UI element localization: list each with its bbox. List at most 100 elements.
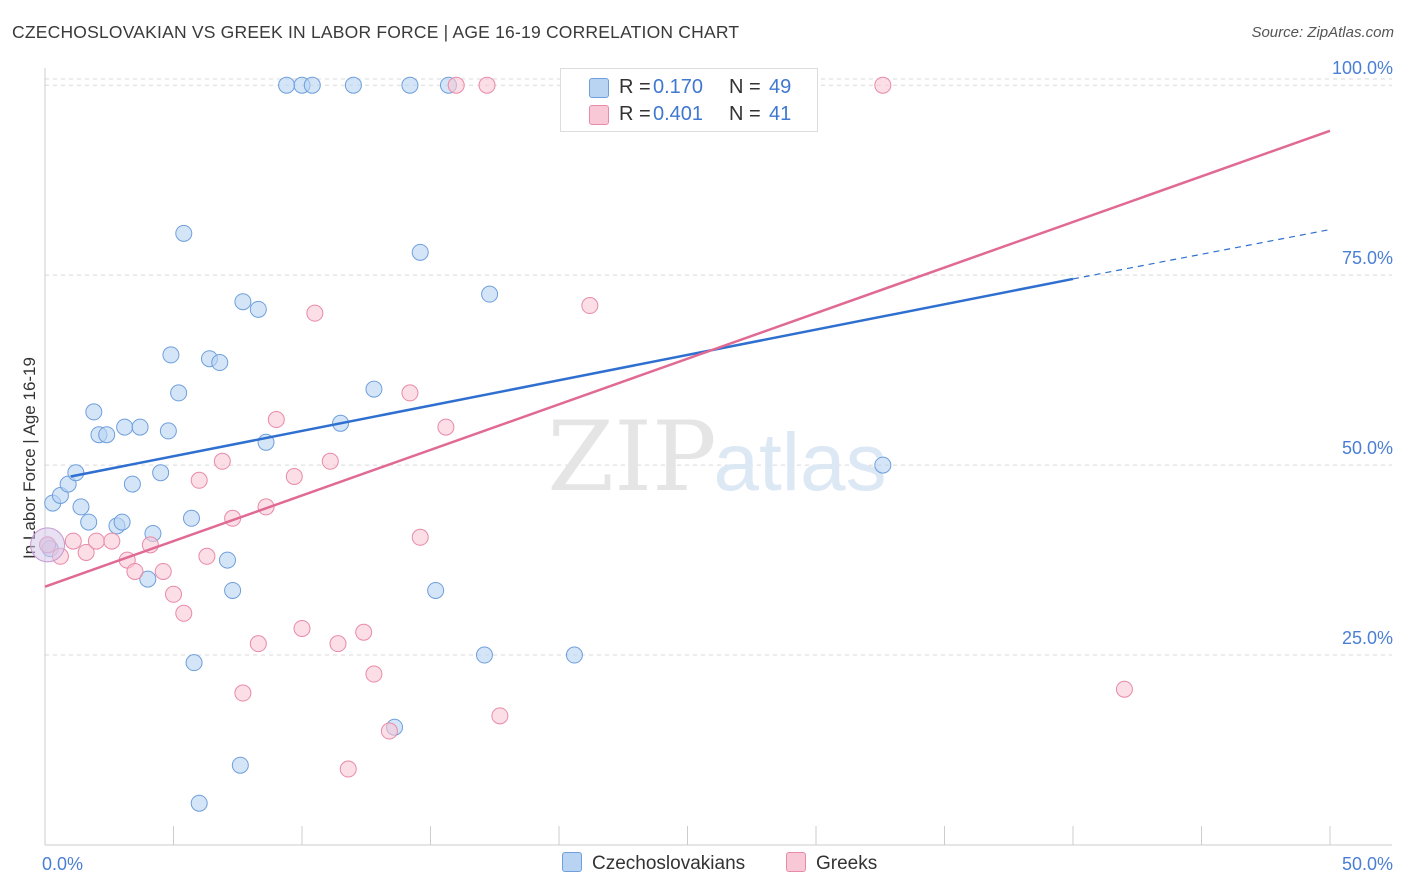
trendline-layer [44, 129, 1331, 588]
greek-point [491, 707, 509, 725]
greek-point [175, 604, 193, 622]
y-tick-label: 100.0% [1332, 58, 1393, 78]
czechoslovakian-point [211, 354, 229, 372]
czechoslovakian-point [152, 464, 170, 482]
x-tick-label-max: 50.0% [1342, 854, 1393, 874]
czechoslovakian-point [475, 646, 493, 664]
czechoslovakian-point [113, 513, 131, 531]
czechoslovakian-point [116, 418, 134, 436]
r-label: R = [619, 103, 651, 125]
legend-row-czechoslovakians: R = 0.170 N = 49 [561, 73, 817, 101]
czechoslovakian-point [401, 76, 419, 94]
r-value: 0.170 [653, 76, 704, 98]
czechoslovakians-trendline-extension [1072, 228, 1331, 280]
greek-point [77, 543, 95, 561]
czechoslovakian-point [278, 76, 296, 94]
czechoslovakian-point [231, 756, 249, 774]
greek-point [198, 547, 216, 565]
czechoslovakian-point [249, 300, 267, 318]
greek-point [190, 471, 208, 489]
czechoslovakian-point [481, 285, 499, 303]
czechoslovakian-point [98, 426, 116, 444]
greek-point [285, 467, 303, 485]
greeks-swatch [589, 105, 609, 125]
n-label: N = [729, 76, 761, 98]
r-value: 0.401 [653, 103, 704, 125]
chart-title: CZECHOSLOVAKIAN VS GREEK IN LABOR FORCE … [12, 22, 740, 42]
y-tick-label: 50.0% [1342, 438, 1393, 458]
legend-row-greeks: R = 0.401 N = 41 [561, 100, 817, 128]
greeks-legend-label: Greeks [816, 853, 878, 874]
czechoslovakians-trendline [70, 277, 1074, 478]
czechoslovakian-point [175, 224, 193, 242]
czechoslovakian-point [67, 464, 85, 482]
n-value: 41 [769, 103, 792, 125]
greek-point [447, 76, 465, 94]
czechoslovakians-swatch [589, 78, 609, 98]
czechoslovakian-point [170, 384, 188, 402]
greek-point [401, 384, 419, 402]
greek-point [874, 76, 892, 94]
greek-point [411, 528, 429, 546]
czechoslovakian-point [303, 76, 321, 94]
czechoslovakian-point [85, 403, 103, 421]
greek-point [306, 304, 324, 322]
czechoslovakian-point [224, 581, 242, 599]
greek-point [581, 297, 599, 315]
czechoslovakian-point [182, 509, 200, 527]
greek-point [234, 684, 252, 702]
czechoslovakian-point [874, 456, 892, 474]
y-tick-label: 25.0% [1342, 628, 1393, 648]
czechoslovakian-point [72, 498, 90, 516]
greek-point [339, 760, 357, 778]
greek-point [126, 562, 144, 580]
points-layer [30, 76, 1133, 812]
greeks-legend-swatch [786, 852, 806, 872]
czechoslovakians-legend-label: Czechoslovakians [592, 853, 746, 874]
greek-point [1115, 680, 1133, 698]
czechoslovakian-point [162, 346, 180, 364]
watermark: ZIP atlas [547, 401, 886, 513]
greek-point [87, 532, 105, 550]
greek-point [154, 562, 172, 580]
bottom-legend-greeks: Greeks [786, 852, 877, 875]
greek-point [165, 585, 182, 603]
n-value: 49 [769, 76, 792, 98]
czechoslovakian-point [123, 475, 141, 493]
czechoslovakian-point [131, 418, 149, 436]
czechoslovakian-point [344, 76, 362, 94]
czechoslovakian-point [218, 551, 236, 569]
greeks-trendline [44, 129, 1331, 588]
czechoslovakian-point [565, 646, 583, 664]
stats-legend: R = 0.170 N = 49 R = 0.401 N = 41 [560, 68, 818, 132]
overlap-marker [30, 527, 66, 563]
greek-point [64, 532, 82, 550]
greek-point [213, 452, 231, 470]
greek-point [267, 411, 285, 429]
bottom-legend-czechoslovakians: Czechoslovakians [562, 852, 745, 875]
czechoslovakian-point [411, 243, 429, 261]
czechoslovakian-point [427, 581, 445, 599]
greek-point [321, 452, 339, 470]
greek-point [437, 418, 455, 436]
greek-point [293, 619, 311, 637]
watermark-atlas: atlas [713, 417, 886, 508]
axes-layer [44, 68, 1392, 846]
greek-point [355, 623, 373, 641]
grid-layer [45, 78, 1392, 656]
watermark-zip: ZIP [547, 401, 716, 513]
czechoslovakian-point [80, 513, 98, 531]
czechoslovakian-point [190, 794, 208, 812]
x-tick-label-min: 0.0% [42, 854, 83, 874]
czechoslovakian-point [159, 422, 177, 440]
czechoslovakian-point [234, 293, 252, 311]
greek-point [478, 76, 496, 94]
czechoslovakians-legend-swatch [562, 852, 582, 872]
greek-point [329, 635, 347, 653]
greek-point [249, 635, 267, 653]
greek-point [365, 665, 383, 683]
greek-point [103, 532, 121, 550]
czechoslovakian-point [139, 570, 157, 588]
n-label: N = [729, 103, 761, 125]
